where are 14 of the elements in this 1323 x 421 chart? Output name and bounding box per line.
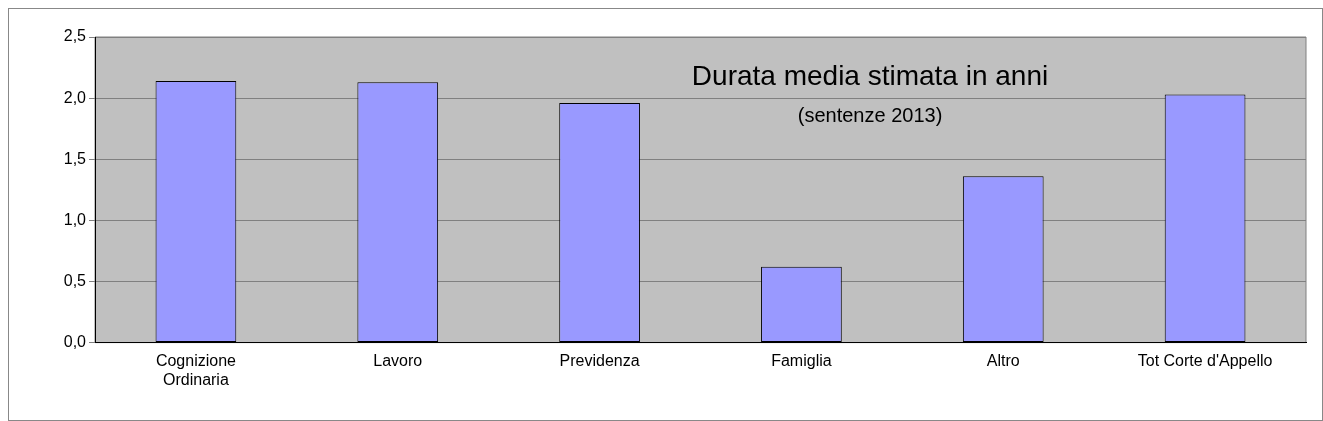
y-tick-label: 2,0: [63, 88, 87, 106]
x-tick-label: Tot Corte d'Appello: [1137, 351, 1273, 369]
x-tick-label: Altro: [986, 351, 1020, 369]
text: Durata media stimata in anni: [691, 59, 1049, 91]
text: (sentenze 2013): [797, 103, 943, 126]
x-tick-label: Lavoro: [373, 351, 423, 369]
y-tick-label: 1,0: [63, 210, 87, 228]
y-tick-label: 2,5: [63, 27, 87, 45]
y-tick-label: 0,0: [63, 333, 87, 351]
x-tick-label: Famiglia: [771, 351, 832, 369]
y-tick-label: 1,5: [63, 149, 87, 167]
x-tick-label: Previdenza: [559, 351, 640, 369]
y-tick-label: 0,5: [63, 271, 87, 289]
x-tick-label: Cognizione Ordinaria: [155, 351, 237, 388]
